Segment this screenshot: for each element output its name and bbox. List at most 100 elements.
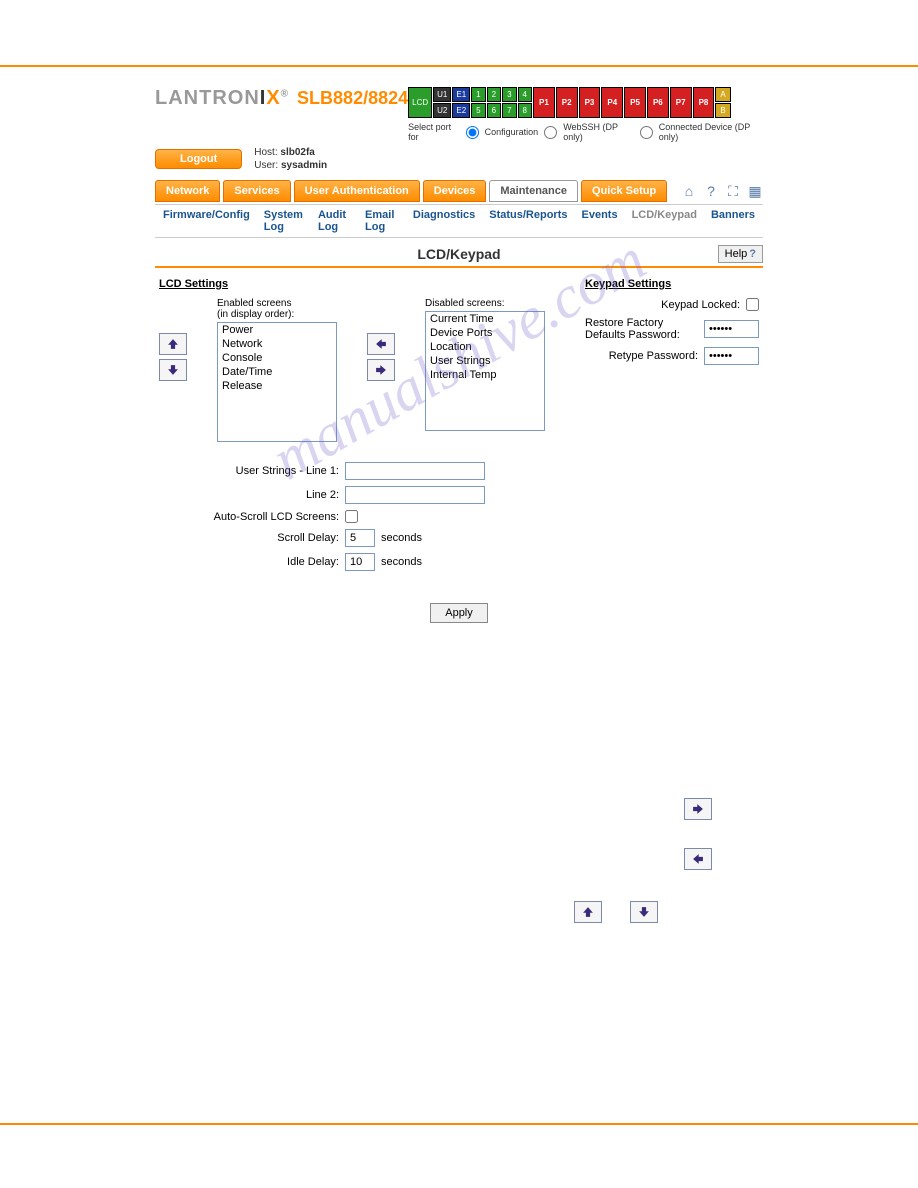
disabled-screens-list[interactable]: Current Time Device Ports Location User … <box>425 311 545 431</box>
port-p5[interactable]: P5 <box>624 87 646 118</box>
help-button[interactable]: Help? <box>718 245 763 263</box>
restore-pw-label: Restore Factory Defaults Password: <box>585 317 698 341</box>
list-item[interactable]: Release <box>218 379 336 393</box>
bottom-rule <box>0 1123 918 1125</box>
port-p4[interactable]: P4 <box>601 87 623 118</box>
idle-delay-label: Idle Delay: <box>159 556 339 568</box>
top-rule <box>0 65 918 67</box>
restore-pw-input[interactable] <box>704 320 759 338</box>
port-u1[interactable]: U1 <box>433 87 451 102</box>
port-5[interactable]: 5 <box>471 103 485 118</box>
page-title: LCD/Keypad <box>417 246 500 262</box>
move-right-button[interactable] <box>367 359 395 381</box>
port-p1[interactable]: P1 <box>533 87 555 118</box>
list-item[interactable]: Current Time <box>426 312 544 326</box>
port-p3[interactable]: P3 <box>579 87 601 118</box>
tab-user-auth[interactable]: User Authentication <box>294 180 420 202</box>
radio-configuration[interactable] <box>466 126 479 139</box>
subnav-status[interactable]: Status/Reports <box>489 209 567 233</box>
subnav-lcdkeypad[interactable]: LCD/Keypad <box>632 209 697 233</box>
enabled-screens-list[interactable]: Power Network Console Date/Time Release <box>217 322 337 442</box>
keypad-settings-title: Keypad Settings <box>585 278 759 290</box>
list-item[interactable]: User Strings <box>426 354 544 368</box>
port-3[interactable]: 3 <box>502 87 516 102</box>
list-item[interactable]: Power <box>218 323 336 337</box>
lcd-settings-title: LCD Settings <box>159 278 545 290</box>
retype-pw-label: Retype Password: <box>609 350 698 362</box>
port-1[interactable]: 1 <box>471 87 485 102</box>
port-2[interactable]: 2 <box>487 87 501 102</box>
port-e1[interactable]: E1 <box>452 87 470 102</box>
autoscroll-label: Auto-Scroll LCD Screens: <box>159 511 339 523</box>
tab-bar: Network Services User Authentication Dev… <box>155 180 763 202</box>
move-down-button[interactable] <box>159 359 187 381</box>
move-left-button[interactable] <box>367 333 395 355</box>
subnav: Firmware/Config System Log Audit Log Ema… <box>155 204 763 238</box>
lcd-badge[interactable]: LCD <box>408 87 432 118</box>
logout-button[interactable]: Logout <box>155 149 242 169</box>
subnav-banners[interactable]: Banners <box>711 209 755 233</box>
apply-button[interactable]: Apply <box>430 603 488 623</box>
list-item[interactable]: Console <box>218 351 336 365</box>
home-icon[interactable]: ⌂ <box>681 183 697 199</box>
arrow-down-icon[interactable] <box>630 901 658 923</box>
expand-icon[interactable]: ⛶ <box>725 183 741 199</box>
help-icon[interactable]: ? <box>703 183 719 199</box>
port-p2[interactable]: P2 <box>556 87 578 118</box>
scroll-delay-label: Scroll Delay: <box>159 532 339 544</box>
port-panel: LCD U1 U2 E1 E2 15 26 37 48 P1 P2 P3 P4 … <box>408 87 763 118</box>
host-info: Host: slb02fa User: sysadmin <box>254 146 327 172</box>
autoscroll-checkbox[interactable] <box>345 510 358 523</box>
tab-services[interactable]: Services <box>223 180 290 202</box>
disabled-label: Disabled screens: <box>425 298 545 309</box>
grid-icon[interactable]: ▦ <box>747 183 763 199</box>
subnav-emaillog[interactable]: Email Log <box>365 209 399 233</box>
line1-input[interactable] <box>345 462 485 480</box>
port-p7[interactable]: P7 <box>670 87 692 118</box>
list-item[interactable]: Location <box>426 340 544 354</box>
port-p8[interactable]: P8 <box>693 87 715 118</box>
idle-delay-input[interactable] <box>345 553 375 571</box>
subnav-auditlog[interactable]: Audit Log <box>318 209 351 233</box>
logo: LANTRONIIXX® <box>155 87 289 110</box>
radio-connected-device[interactable] <box>640 126 653 139</box>
logo-section: LANTRONIIXX® SLB882/8824 <box>155 87 408 110</box>
tab-network[interactable]: Network <box>155 180 220 202</box>
tab-maintenance[interactable]: Maintenance <box>489 180 578 202</box>
line2-input[interactable] <box>345 486 485 504</box>
arrow-up-icon[interactable] <box>574 901 602 923</box>
list-item[interactable]: Device Ports <box>426 326 544 340</box>
subnav-diagnostics[interactable]: Diagnostics <box>413 209 475 233</box>
port-7[interactable]: 7 <box>502 103 516 118</box>
line1-label: User Strings - Line 1: <box>159 465 339 477</box>
enabled-label: Enabled screens(in display order): <box>217 298 337 320</box>
arrow-right-icon[interactable] <box>684 798 712 820</box>
port-e2[interactable]: E2 <box>452 103 470 118</box>
tab-quick-setup[interactable]: Quick Setup <box>581 180 667 202</box>
retype-pw-input[interactable] <box>704 347 759 365</box>
port-6[interactable]: 6 <box>487 103 501 118</box>
tab-devices[interactable]: Devices <box>423 180 487 202</box>
port-u2[interactable]: U2 <box>433 103 451 118</box>
move-up-button[interactable] <box>159 333 187 355</box>
port-8[interactable]: 8 <box>518 103 532 118</box>
line2-label: Line 2: <box>159 489 339 501</box>
port-a[interactable]: A <box>715 87 730 102</box>
radio-webssh[interactable] <box>544 126 557 139</box>
list-item[interactable]: Internal Temp <box>426 368 544 382</box>
port-b[interactable]: B <box>715 103 730 118</box>
scroll-delay-input[interactable] <box>345 529 375 547</box>
subnav-firmware[interactable]: Firmware/Config <box>163 209 250 233</box>
list-item[interactable]: Date/Time <box>218 365 336 379</box>
list-item[interactable]: Network <box>218 337 336 351</box>
port-options: Select port for Configuration WebSSH (DP… <box>408 122 763 142</box>
model-label: SLB882/8824 <box>297 88 408 109</box>
port-4[interactable]: 4 <box>518 87 532 102</box>
port-panel-area: LCD U1 U2 E1 E2 15 26 37 48 P1 P2 P3 P4 … <box>408 87 763 142</box>
subnav-events[interactable]: Events <box>582 209 618 233</box>
subnav-syslog[interactable]: System Log <box>264 209 304 233</box>
keypad-locked-label: Keypad Locked: <box>661 299 740 311</box>
arrow-left-icon[interactable] <box>684 848 712 870</box>
port-p6[interactable]: P6 <box>647 87 669 118</box>
keypad-locked-checkbox[interactable] <box>746 298 759 311</box>
